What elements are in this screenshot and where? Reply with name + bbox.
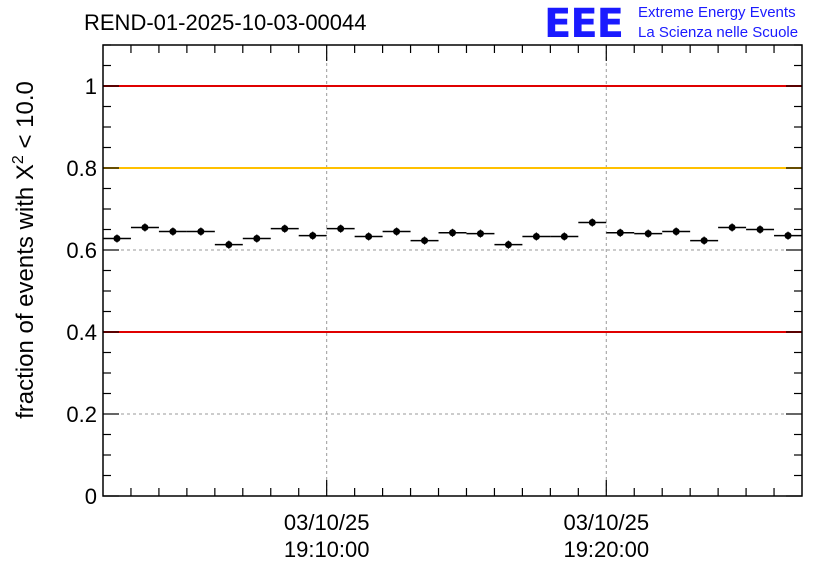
data-points xyxy=(103,218,802,249)
data-point-marker xyxy=(309,232,317,240)
data-point xyxy=(186,227,215,236)
data-point-marker xyxy=(644,230,652,238)
data-point xyxy=(410,236,439,245)
eee-logo: EEE Extreme Energy Events La Scienza nel… xyxy=(544,2,834,46)
axes-frame xyxy=(102,44,803,497)
chart-title: REND-01-2025-10-03-00044 xyxy=(84,10,367,35)
y-axis-label-text: fraction of events with X xyxy=(12,164,39,419)
data-point xyxy=(522,232,551,241)
data-point-marker xyxy=(169,228,177,236)
data-point xyxy=(103,234,131,243)
data-point xyxy=(494,240,523,249)
data-point-marker xyxy=(532,232,540,240)
data-point xyxy=(550,232,579,241)
data-point-marker xyxy=(756,226,764,233)
data-point xyxy=(130,223,159,232)
data-point xyxy=(774,231,802,240)
data-point-marker xyxy=(504,241,512,249)
data-point xyxy=(606,228,635,237)
x-tick-time-label: 19:10:00 xyxy=(284,537,370,562)
y-tick-label: 0.2 xyxy=(66,402,97,427)
data-point xyxy=(690,236,719,245)
data-point-marker xyxy=(476,230,484,238)
y-axis-label-tail: < 10.0 xyxy=(12,81,39,155)
data-point xyxy=(718,223,747,232)
data-point xyxy=(158,227,187,236)
data-point-marker xyxy=(672,228,680,236)
data-point-marker xyxy=(197,228,205,236)
data-point-marker xyxy=(141,223,149,231)
x-tick-date-label: 03/10/25 xyxy=(563,510,649,535)
data-point-marker xyxy=(449,229,456,237)
data-point-marker xyxy=(281,225,289,233)
reference-lines xyxy=(103,85,802,333)
data-point-marker xyxy=(421,237,429,245)
data-point xyxy=(354,232,383,241)
data-point-marker xyxy=(728,223,736,231)
data-point-marker xyxy=(225,241,233,249)
data-point xyxy=(214,240,243,249)
data-point-marker xyxy=(588,219,596,227)
data-point-marker xyxy=(616,229,624,237)
logo-line-1: Extreme Energy Events xyxy=(638,4,796,21)
y-axis-label-superscript: 2 xyxy=(10,155,27,164)
data-point-marker xyxy=(393,228,401,236)
data-point-marker xyxy=(253,235,261,243)
data-point-marker xyxy=(365,232,373,240)
y-axis-label: fraction of events with X2 < 10.0 xyxy=(10,81,39,419)
data-point xyxy=(466,229,495,238)
data-point xyxy=(438,228,467,237)
data-point-marker xyxy=(337,225,345,233)
data-point xyxy=(578,218,607,227)
y-tick-label: 0.8 xyxy=(66,156,97,181)
y-tick-label: 0.4 xyxy=(66,320,97,345)
data-point xyxy=(326,224,355,233)
grid-layer xyxy=(103,45,802,496)
data-point xyxy=(382,227,411,236)
data-point xyxy=(746,225,775,234)
data-point xyxy=(634,229,663,238)
data-point-marker xyxy=(113,235,121,243)
y-tick-label: 1 xyxy=(85,74,97,99)
x-tick-time-label: 19:20:00 xyxy=(563,537,649,562)
data-point xyxy=(242,234,271,243)
axis-labels: 00.20.40.60.8103/10/2519:10:0003/10/2519… xyxy=(10,74,649,562)
eee-logo-mark: EEE xyxy=(544,1,624,47)
x-tick-date-label: 03/10/25 xyxy=(284,510,370,535)
data-point xyxy=(298,231,327,240)
data-point-marker xyxy=(560,232,568,240)
data-point xyxy=(270,224,299,233)
data-point-marker xyxy=(700,237,708,245)
data-point-marker xyxy=(784,232,792,240)
logo-line-2: La Scienza nelle Scuole xyxy=(638,24,799,41)
plot-frame xyxy=(102,44,803,497)
y-tick-label: 0.6 xyxy=(66,238,97,263)
y-tick-label: 0 xyxy=(85,484,97,509)
data-point xyxy=(662,227,691,236)
